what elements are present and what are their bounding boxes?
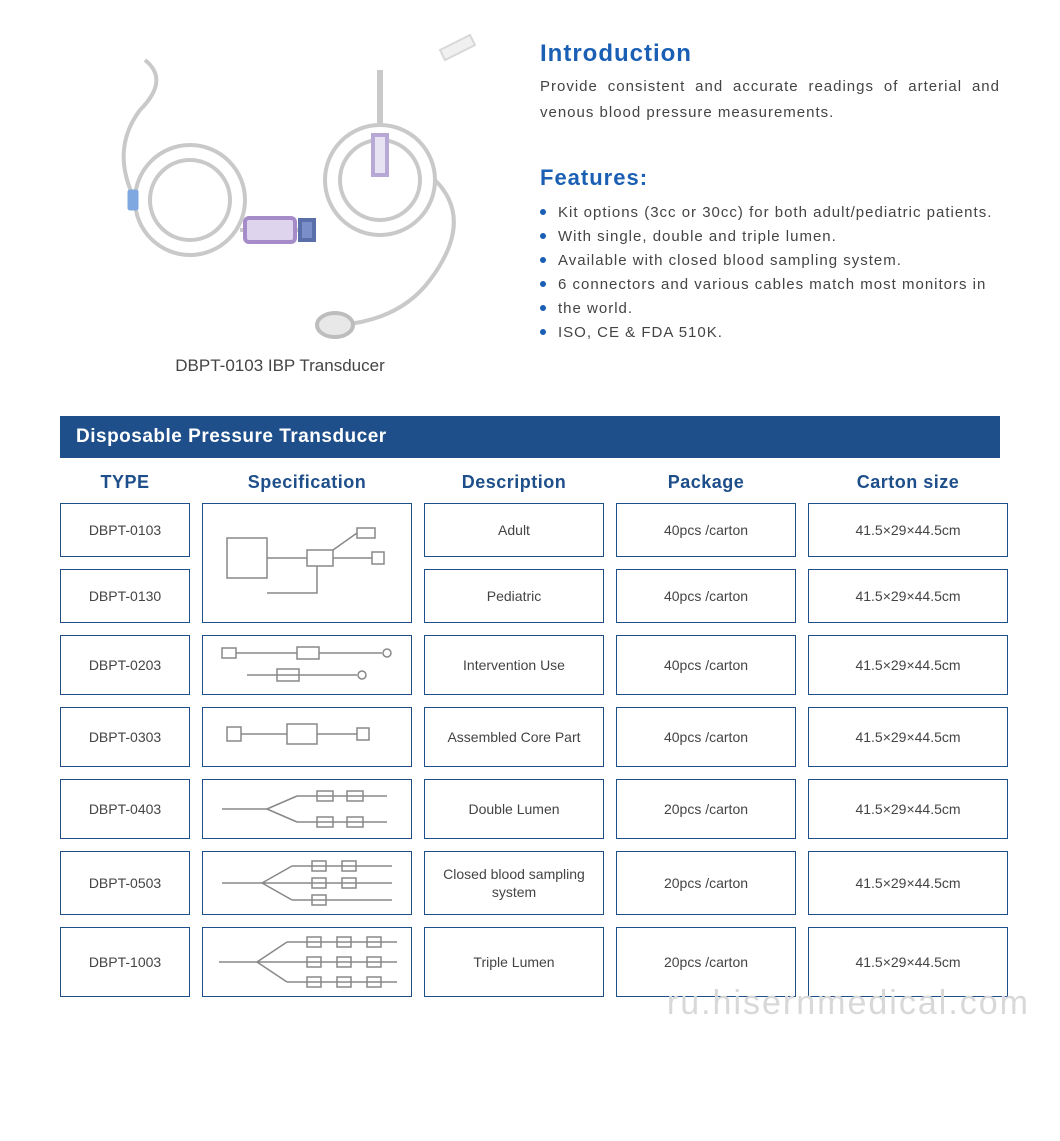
text-block: Introduction Provide consistent and accu… [540, 30, 1000, 376]
product-caption: DBPT-0103 IBP Transducer [175, 356, 384, 376]
carton-cell: 41.5×29×44.5cm [808, 851, 1008, 915]
type-cell: DBPT-0103 [60, 503, 190, 557]
carton-cell: 41.5×29×44.5cm [808, 927, 1008, 997]
table-header-cell: TYPE [60, 472, 190, 493]
feature-item: ISO, CE & FDA 510K. [540, 321, 1000, 345]
intro-title: Introduction [540, 40, 1000, 68]
feature-item: the world. [540, 297, 1000, 321]
package-cell: 40pcs /carton [616, 635, 796, 695]
package-cell: 20pcs /carton [616, 779, 796, 839]
features-title: Features: [540, 165, 1000, 191]
table-header-cell: Description [424, 472, 604, 493]
table-title: Disposable Pressure Transducer [60, 416, 1000, 458]
package-cell: 40pcs /carton [616, 569, 796, 623]
type-cell: DBPT-0303 [60, 707, 190, 767]
spec-cell [202, 927, 412, 997]
spec-cell [202, 503, 412, 623]
carton-cell: 41.5×29×44.5cm [808, 707, 1008, 767]
spec-cell [202, 779, 412, 839]
top-section: DBPT-0103 IBP Transducer Introduction Pr… [0, 0, 1060, 416]
package-cell: 20pcs /carton [616, 851, 796, 915]
feature-item: Available with closed blood sampling sys… [540, 249, 1000, 273]
type-cell: DBPT-0503 [60, 851, 190, 915]
features-list: Kit options (3cc or 30cc) for both adult… [540, 201, 1000, 345]
table-header-cell: Package [616, 472, 796, 493]
carton-cell: 41.5×29×44.5cm [808, 779, 1008, 839]
table-header-row: TYPESpecificationDescriptionPackageCarto… [60, 458, 1000, 503]
feature-item: With single, double and triple lumen. [540, 225, 1000, 249]
type-cell: DBPT-1003 [60, 927, 190, 997]
description-cell: Pediatric [424, 569, 604, 623]
description-cell: Closed blood sampling system [424, 851, 604, 915]
spec-cell [202, 707, 412, 767]
package-cell: 40pcs /carton [616, 503, 796, 557]
product-image-block: DBPT-0103 IBP Transducer [60, 30, 500, 376]
description-cell: Triple Lumen [424, 927, 604, 997]
intro-text: Provide consistent and accurate readings… [540, 74, 1000, 125]
description-cell: Double Lumen [424, 779, 604, 839]
feature-item: Kit options (3cc or 30cc) for both adult… [540, 201, 1000, 225]
description-cell: Adult [424, 503, 604, 557]
description-cell: Assembled Core Part [424, 707, 604, 767]
type-cell: DBPT-0203 [60, 635, 190, 695]
carton-cell: 41.5×29×44.5cm [808, 503, 1008, 557]
package-cell: 20pcs /carton [616, 927, 796, 997]
description-cell: Intervention Use [424, 635, 604, 695]
carton-cell: 41.5×29×44.5cm [808, 569, 1008, 623]
table-body: DBPT-0103 Adult40pcs /carton41.5×29×44.5… [60, 503, 1000, 997]
table-section: Disposable Pressure Transducer TYPE Speci… [0, 416, 1060, 1037]
package-cell: 40pcs /carton [616, 707, 796, 767]
table-header-cell: Specification [202, 472, 412, 493]
spec-cell [202, 635, 412, 695]
table-header-cell: Carton size [808, 472, 1008, 493]
type-cell: DBPT-0403 [60, 779, 190, 839]
product-image [80, 30, 480, 350]
type-cell: DBPT-0130 [60, 569, 190, 623]
spec-cell [202, 851, 412, 915]
transducer-hero-illustration [80, 30, 480, 350]
feature-item: 6 connectors and various cables match mo… [540, 273, 1000, 297]
carton-cell: 41.5×29×44.5cm [808, 635, 1008, 695]
